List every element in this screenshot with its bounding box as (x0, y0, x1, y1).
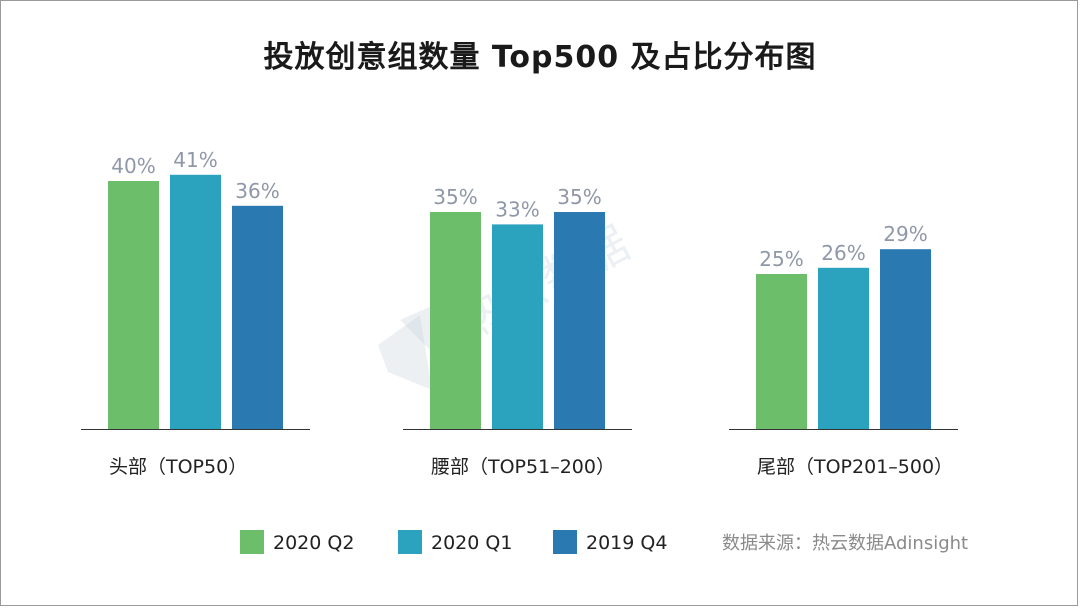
baselines: 头部（TOP50） 腰部（TOP51–200） 尾部（TOP201–500） (81, 429, 958, 478)
bar-1-2 (170, 174, 221, 429)
value-label-2-3: 35% (557, 185, 601, 209)
category-label-1: 头部（TOP50） (109, 456, 247, 478)
source-note: 数据来源：热云数据Adinsight (722, 533, 968, 554)
value-label-1-2: 41% (173, 148, 217, 172)
legend: 2020 Q2 2020 Q1 2019 Q4 (240, 530, 667, 554)
bar-1-3 (232, 205, 283, 429)
bar-3-3 (880, 249, 931, 429)
value-label-2-1: 35% (433, 185, 477, 209)
legend-swatch-2 (398, 530, 422, 554)
chart-title: 投放创意组数量 Top500 及占比分布图 (263, 40, 817, 75)
category-label-3: 尾部（TOP201–500） (757, 456, 953, 478)
legend-label-1: 2020 Q2 (273, 532, 354, 554)
bar-2-1 (430, 212, 481, 429)
value-label-1-1: 40% (111, 154, 155, 178)
bar-3-1 (756, 274, 807, 429)
value-label-3-2: 26% (821, 241, 865, 265)
value-label-2-2: 33% (495, 197, 539, 221)
legend-swatch-1 (240, 530, 264, 554)
value-label-3-3: 29% (883, 222, 927, 246)
legend-swatch-3 (553, 530, 577, 554)
bar-3-2 (818, 267, 869, 429)
category-label-2: 腰部（TOP51–200） (431, 456, 615, 478)
bar-1-1 (108, 181, 159, 429)
bar-2-2 (492, 224, 543, 429)
bars-group: 40% 41% 36% 35% 33% 35% 25% 26% 29% (108, 148, 931, 429)
value-label-3-1: 25% (759, 247, 803, 271)
legend-label-2: 2020 Q1 (431, 532, 512, 554)
legend-label-3: 2019 Q4 (586, 532, 667, 554)
bar-2-3 (554, 212, 605, 429)
value-label-1-3: 36% (235, 179, 279, 203)
